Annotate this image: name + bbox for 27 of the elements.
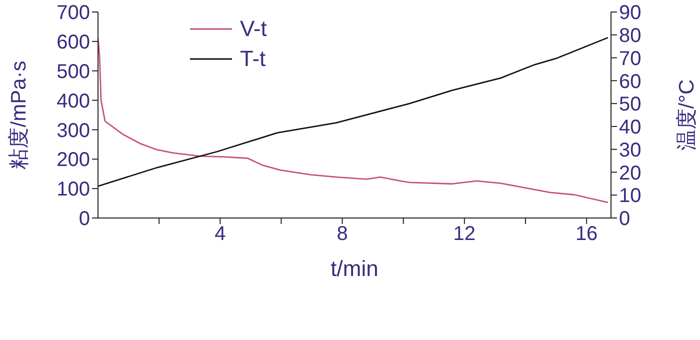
x-tick-label: 8 — [336, 223, 348, 246]
y2-tick-label: 20 — [619, 162, 642, 184]
y2-tick-label: 0 — [619, 208, 630, 230]
x-tick-label: 12 — [453, 223, 476, 246]
y2-tick-label: 10 — [619, 185, 642, 208]
x-tick-label: 16 — [575, 223, 598, 246]
legend-label: T-t — [240, 46, 266, 72]
x-tick-label: 4 — [214, 223, 226, 246]
y-tick-label: 500 — [56, 60, 90, 83]
legend-label: V-t — [240, 16, 267, 42]
y2-tick-label: 50 — [619, 94, 642, 116]
y2-axis-title: 温度/°C — [675, 79, 698, 151]
y2-tick-label: 70 — [619, 48, 642, 70]
y2-tick-label: 60 — [619, 70, 642, 93]
y2-tick-label: 80 — [619, 24, 642, 47]
x-axis-title: t/min — [330, 256, 378, 281]
y-tick-label: 100 — [56, 178, 90, 201]
y-tick-label: 600 — [56, 32, 90, 54]
y2-tick-label: 30 — [619, 139, 642, 162]
y-tick-label: 400 — [56, 90, 90, 112]
y-tick-label: 0 — [78, 208, 90, 230]
y-tick-label: 200 — [56, 149, 90, 172]
y-tick-label: 300 — [56, 120, 90, 142]
y2-tick-label: 90 — [619, 2, 642, 24]
y2-tick-label: 40 — [619, 116, 642, 139]
y-tick-label: 700 — [56, 2, 90, 24]
y-axis-title: 粘度/mPa·s — [7, 60, 30, 170]
